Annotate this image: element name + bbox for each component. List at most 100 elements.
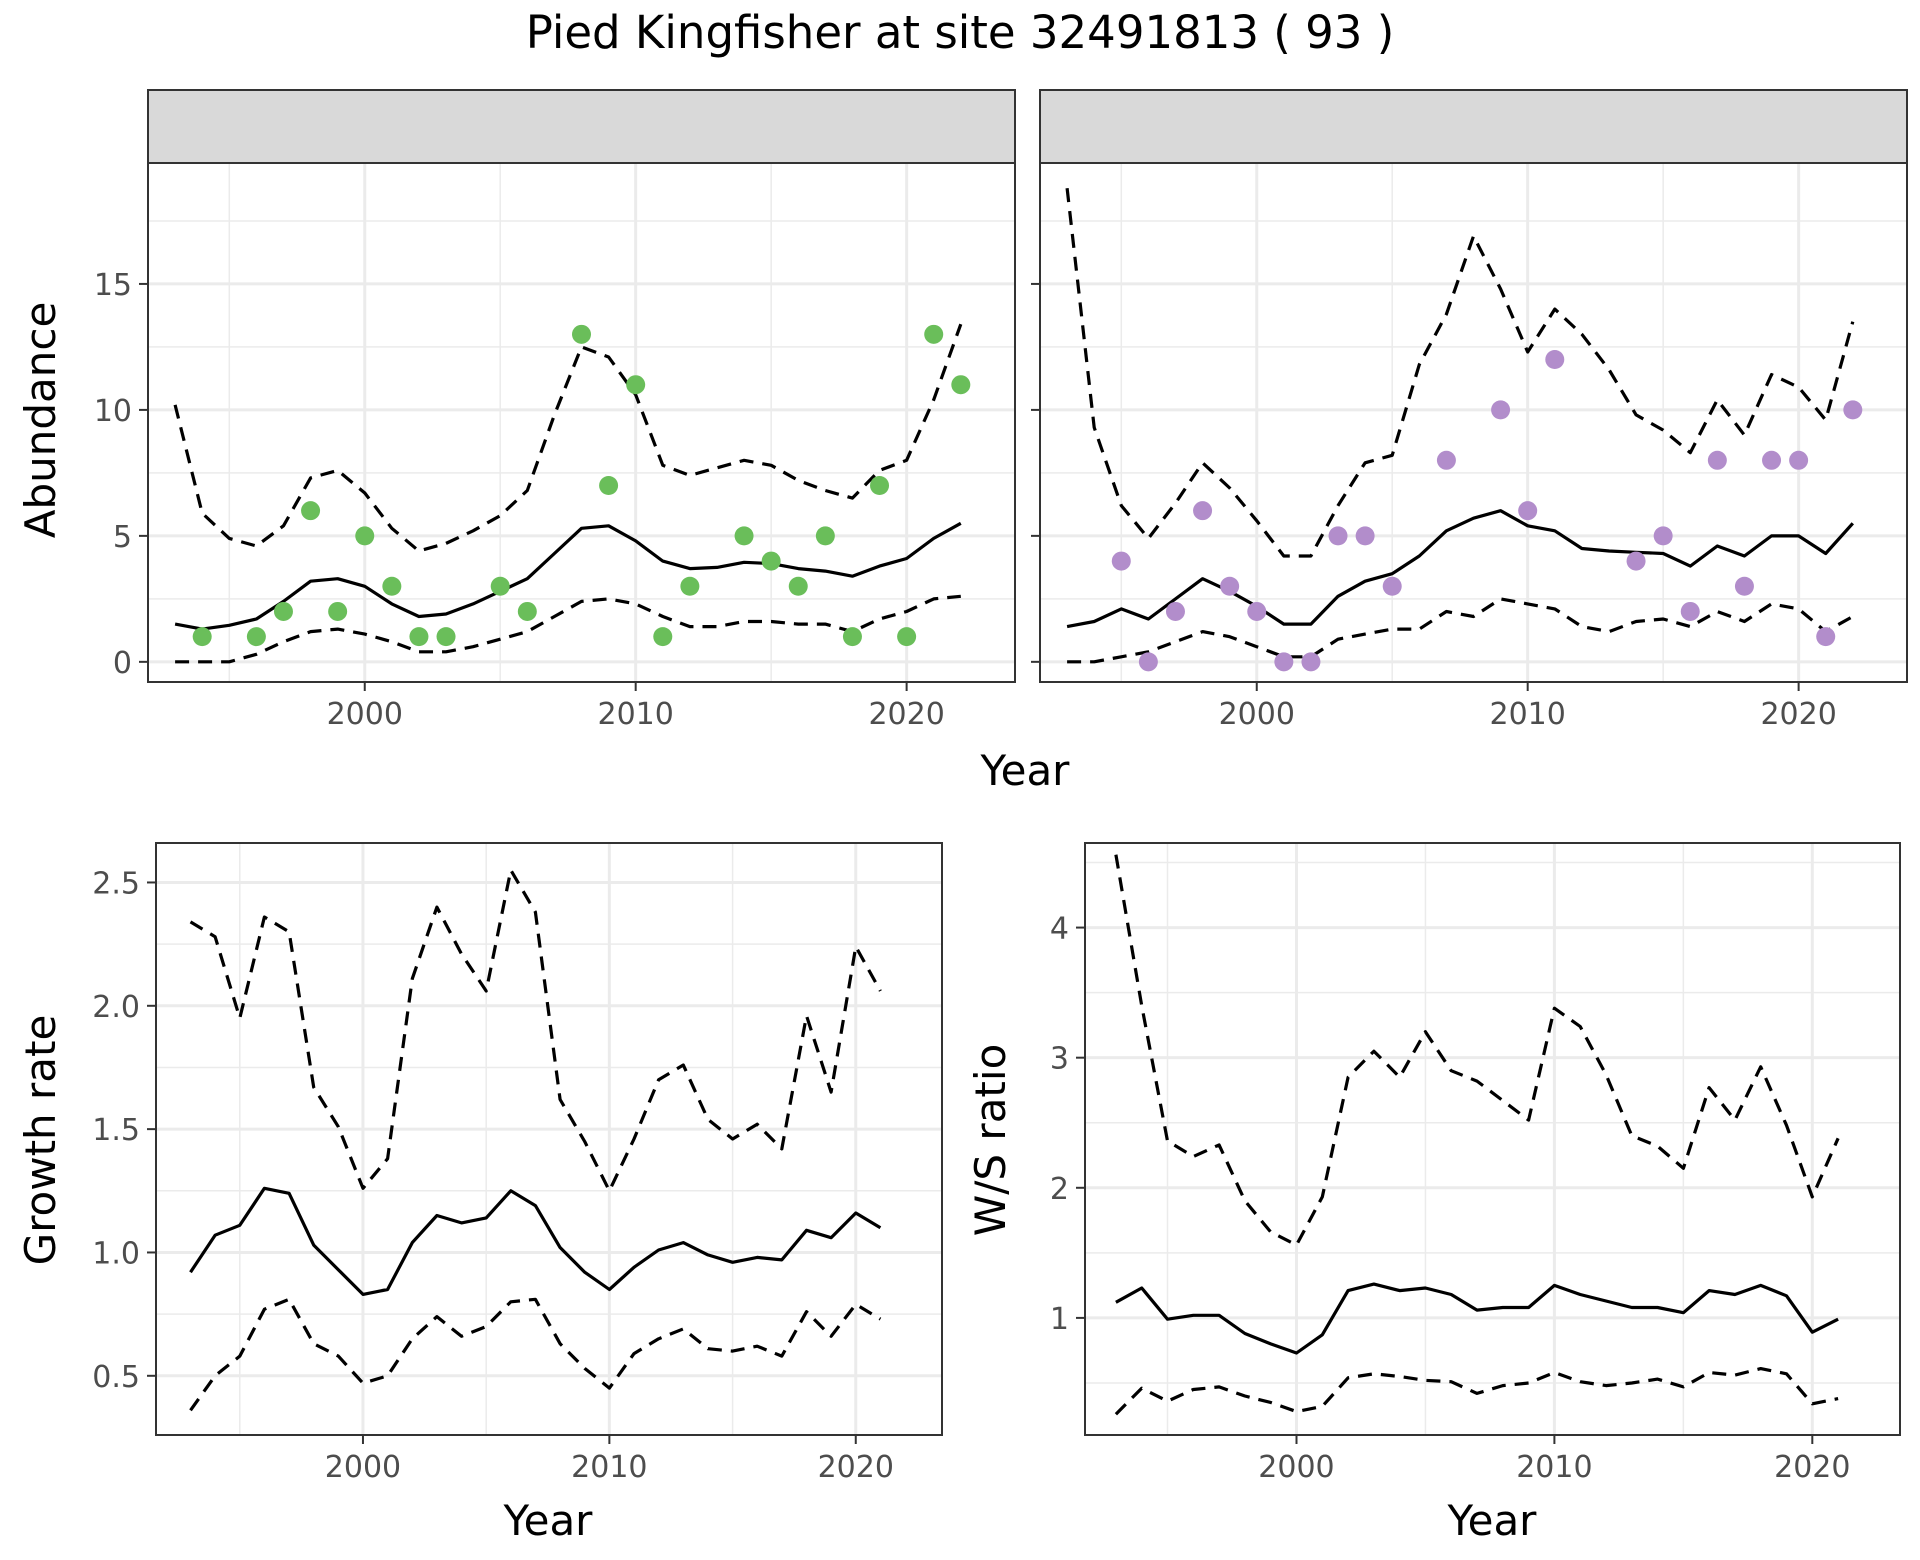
winter-data-point	[1762, 450, 1782, 470]
winter-data-point	[1707, 450, 1727, 470]
ratio-panel-border	[1084, 842, 1901, 1436]
winter-data-point	[1274, 652, 1294, 672]
ratio-y-tick-label: 3	[1050, 1042, 1069, 1077]
summer-data-point	[951, 375, 971, 395]
winter-data-point	[1626, 551, 1646, 571]
summer-data-point	[653, 627, 673, 647]
growth-ci-line	[189, 1297, 882, 1412]
winter-x-tick-label: 2010	[1490, 697, 1566, 732]
summer-data-point	[761, 551, 781, 571]
winter-data-point	[1355, 526, 1375, 546]
ratio-x-axis-label: Year	[1447, 1496, 1538, 1545]
summer-y-tick-label: 0	[113, 646, 132, 681]
growth-y-tick-label: 2.0	[92, 990, 140, 1025]
summer-y-tick-label: 10	[94, 394, 132, 429]
summer-y-tick-label: 5	[113, 520, 132, 555]
ratio-y-tick-label: 2	[1050, 1172, 1069, 1207]
winter-data-point	[1165, 601, 1185, 621]
summer-x-tick-label: 2000	[327, 697, 403, 732]
ratio-ci-line	[1114, 1367, 1839, 1416]
summer-data-point	[409, 627, 429, 647]
summer-data-point	[192, 627, 212, 647]
growth-y-tick-label: 1.0	[92, 1236, 140, 1271]
summer-data-point	[273, 601, 293, 621]
summer-data-point	[436, 627, 456, 647]
summer-y-tick-label: 15	[94, 268, 132, 303]
growth-x-tick-label: 2020	[818, 1450, 894, 1485]
abundance-y-axis-label: Abundance	[16, 302, 65, 539]
winter-panel: 2000 2010 2020	[1031, 89, 1908, 732]
summer-ci-line	[173, 323, 963, 553]
summer-strip	[147, 89, 1016, 164]
growth-y-tick-label: 0.5	[92, 1360, 140, 1395]
ratio-x-tick-label: 2000	[1258, 1450, 1334, 1485]
summer-data-point	[599, 475, 619, 495]
summer-panel: 2000 2010 2020 0 5 10 15	[94, 89, 1016, 732]
summer-data-point	[842, 627, 862, 647]
summer-data-point	[490, 576, 510, 596]
growth-y-axis-label: Growth rate	[16, 1015, 65, 1266]
growth-x-axis-label: Year	[503, 1496, 594, 1545]
ratio-x-tick-label: 2010	[1516, 1450, 1592, 1485]
winter-data-point	[1220, 576, 1240, 596]
summer-ci-line	[175, 594, 961, 664]
summer-data-point	[734, 526, 754, 546]
winter-data-point	[1491, 400, 1511, 420]
growth-x-tick-label: 2010	[571, 1450, 647, 1485]
winter-data-point	[1843, 400, 1863, 420]
winter-ci-line	[1067, 597, 1854, 664]
winter-data-point	[1789, 450, 1809, 470]
summer-data-point	[328, 601, 348, 621]
winter-data-point	[1247, 601, 1267, 621]
ratio-x-tick-label: 2020	[1774, 1450, 1850, 1485]
summer-data-point	[870, 475, 890, 495]
winter-x-tick-label: 2000	[1219, 697, 1295, 732]
summer-data-point	[788, 576, 808, 596]
winter-data-point	[1193, 501, 1213, 521]
figure-title: Pied Kingfisher at site 32491813 ( 93 )	[526, 6, 1395, 59]
summer-data-point	[355, 526, 375, 546]
summer-data-point	[382, 576, 402, 596]
summer-panel-border	[147, 162, 1016, 683]
winter-data-point	[1734, 576, 1754, 596]
growth-panel: 2000 2010 2020 0.5 1.0 1.5 2.0 2.5	[92, 842, 943, 1485]
winter-data-point	[1382, 576, 1402, 596]
winter-x-tick-label: 2020	[1760, 697, 1836, 732]
growth-panel-border	[155, 842, 943, 1436]
winter-ci-line	[1065, 188, 1855, 558]
winter-data-point	[1680, 601, 1700, 621]
winter-data-point	[1653, 526, 1673, 546]
ratio-ci-line	[1114, 854, 1840, 1247]
ratio-panel: 2000 2010 2020 1 2 3 4	[1050, 842, 1901, 1485]
growth-ci-line	[189, 868, 882, 1193]
summer-data-point	[517, 601, 537, 621]
winter-data-point	[1545, 350, 1565, 370]
summer-data-point	[626, 375, 646, 395]
summer-data-point	[815, 526, 835, 546]
winter-panel-border	[1039, 162, 1908, 683]
growth-y-tick-label: 2.5	[92, 866, 140, 901]
growth-mean-line	[189, 1186, 882, 1296]
winter-data-point	[1301, 652, 1321, 672]
winter-strip	[1039, 89, 1908, 164]
summer-mean-line	[174, 521, 962, 631]
summer-data-point	[680, 576, 700, 596]
growth-y-tick-label: 1.5	[92, 1113, 140, 1148]
summer-data-point	[897, 627, 917, 647]
winter-data-point	[1518, 501, 1538, 521]
summer-data-point	[572, 324, 591, 344]
summer-data-point	[924, 324, 944, 344]
growth-x-tick-label: 2000	[325, 1450, 401, 1485]
summer-data-point	[301, 501, 321, 521]
summer-x-tick-label: 2010	[598, 697, 674, 732]
winter-mean-line	[1066, 509, 1854, 629]
summer-x-tick-label: 2020	[868, 697, 944, 732]
winter-data-point	[1436, 450, 1456, 470]
summer-data-point	[246, 627, 266, 647]
ratio-y-tick-label: 4	[1050, 912, 1069, 947]
winter-data-point	[1111, 551, 1131, 571]
top-row-x-axis-label: Year	[980, 746, 1071, 795]
ratio-y-tick-label: 1	[1050, 1302, 1069, 1337]
